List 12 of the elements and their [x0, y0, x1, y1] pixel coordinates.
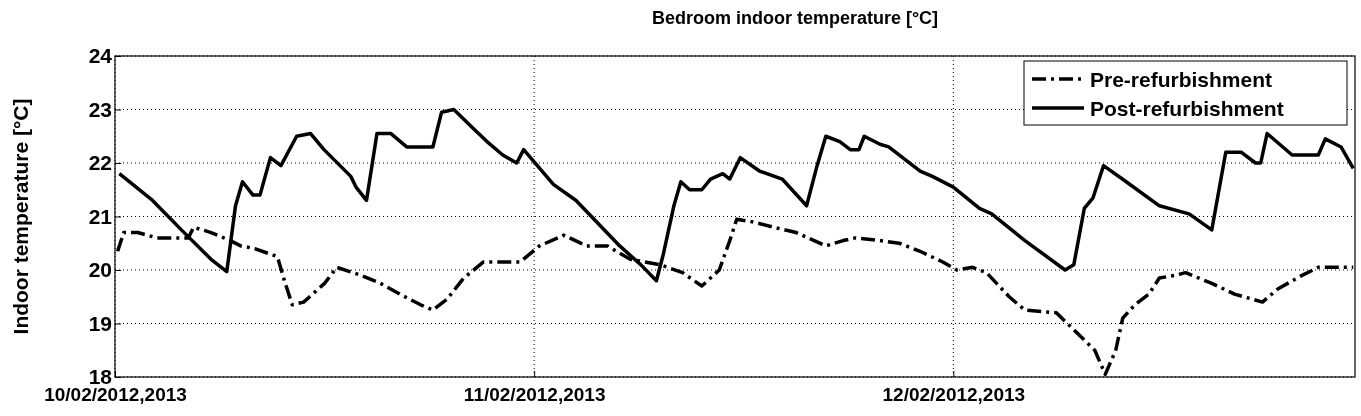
- y-tick-label: 20: [88, 258, 112, 282]
- legend-label: Post-refurbishment: [1090, 97, 1284, 120]
- y-axis-title: Indoor temperature [°C]: [9, 98, 32, 335]
- y-tick-label: 24: [88, 44, 113, 68]
- chart-title: Bedroom indoor temperature [°C]: [651, 8, 939, 28]
- x-tick-label: 11/02/2012,2013: [463, 383, 606, 405]
- legend-label: Pre-refurbishment: [1090, 68, 1273, 91]
- y-tick-label: 21: [88, 204, 113, 228]
- x-tick-label: 12/02/2012,2013: [882, 383, 1026, 405]
- y-tick-label: 19: [88, 311, 112, 335]
- y-tick-label: 22: [88, 151, 112, 175]
- y-tick-label: 23: [88, 97, 112, 121]
